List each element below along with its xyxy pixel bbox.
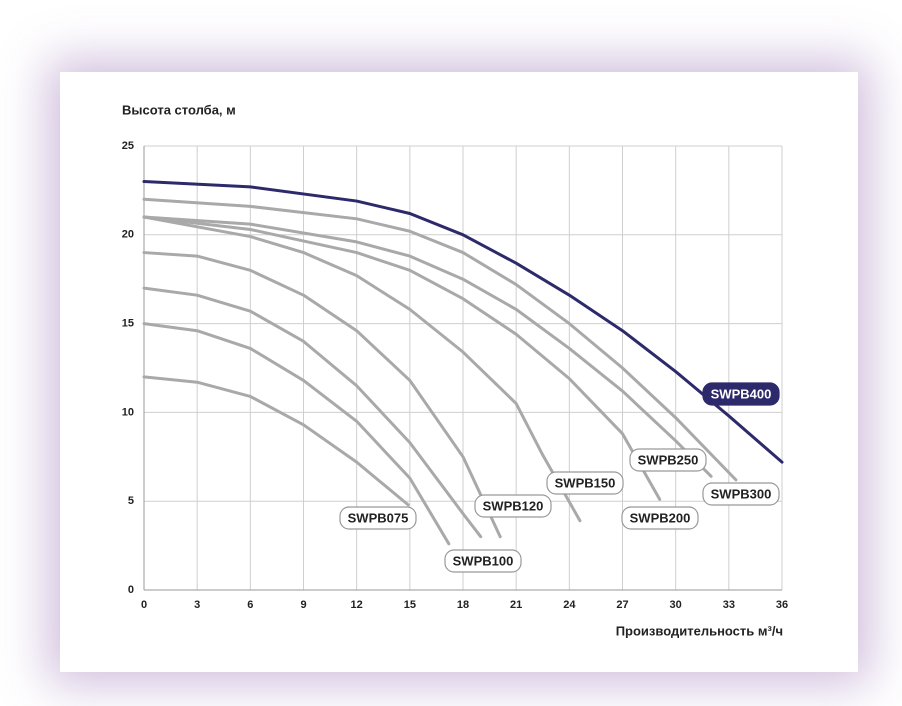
x-tick-label: 9 [300, 599, 306, 611]
curve [142, 180, 784, 464]
x-tick-label: 15 [404, 599, 416, 611]
y-tick-label: 15 [122, 318, 134, 330]
series-label-box [702, 382, 780, 406]
curve [142, 322, 451, 546]
series-label-box [546, 471, 624, 495]
y-tick-label: 10 [122, 406, 134, 418]
x-tick-label: 36 [776, 599, 788, 611]
series-label: SWPB075 [348, 510, 409, 525]
series-label: SWPB400 [711, 386, 772, 401]
series-label: SWPB300 [711, 486, 772, 501]
x-tick-label: 3 [194, 599, 200, 611]
curve [142, 197, 738, 482]
x-tick-label: 0 [141, 599, 147, 611]
curve [142, 215, 662, 501]
y-tick-label: 5 [128, 495, 134, 507]
x-tick-label: 12 [351, 599, 363, 611]
series-label: SWPB200 [630, 510, 691, 525]
x-tick-label: 30 [670, 599, 682, 611]
series-label-box [629, 448, 707, 472]
curve [142, 286, 483, 539]
series-label: SWPB120 [483, 498, 544, 513]
x-tick-label: 18 [457, 599, 469, 611]
series-label-box [444, 549, 522, 573]
series-label: SWPB150 [555, 475, 616, 490]
series-label: SWPB250 [638, 452, 699, 467]
x-axis-title: Производительность м³/ч [616, 623, 783, 638]
y-tick-label: 25 [122, 140, 134, 152]
y-tick-label: 0 [128, 584, 134, 596]
series-label-box [474, 494, 552, 518]
x-tick-label: 21 [510, 599, 522, 611]
series-label: SWPB100 [453, 553, 514, 568]
x-tick-label: 24 [563, 599, 576, 611]
curve [142, 251, 502, 539]
x-tick-label: 33 [723, 599, 735, 611]
series-label-box [702, 482, 780, 506]
curve [142, 375, 410, 507]
y-tick-label: 20 [122, 229, 134, 241]
x-tick-label: 27 [616, 599, 628, 611]
curve [142, 215, 582, 523]
series-label-box [339, 506, 417, 530]
curve [142, 215, 713, 478]
y-axis-title: Высота столба, м [122, 102, 236, 117]
x-tick-label: 6 [247, 599, 253, 611]
series-label-box [621, 506, 699, 530]
